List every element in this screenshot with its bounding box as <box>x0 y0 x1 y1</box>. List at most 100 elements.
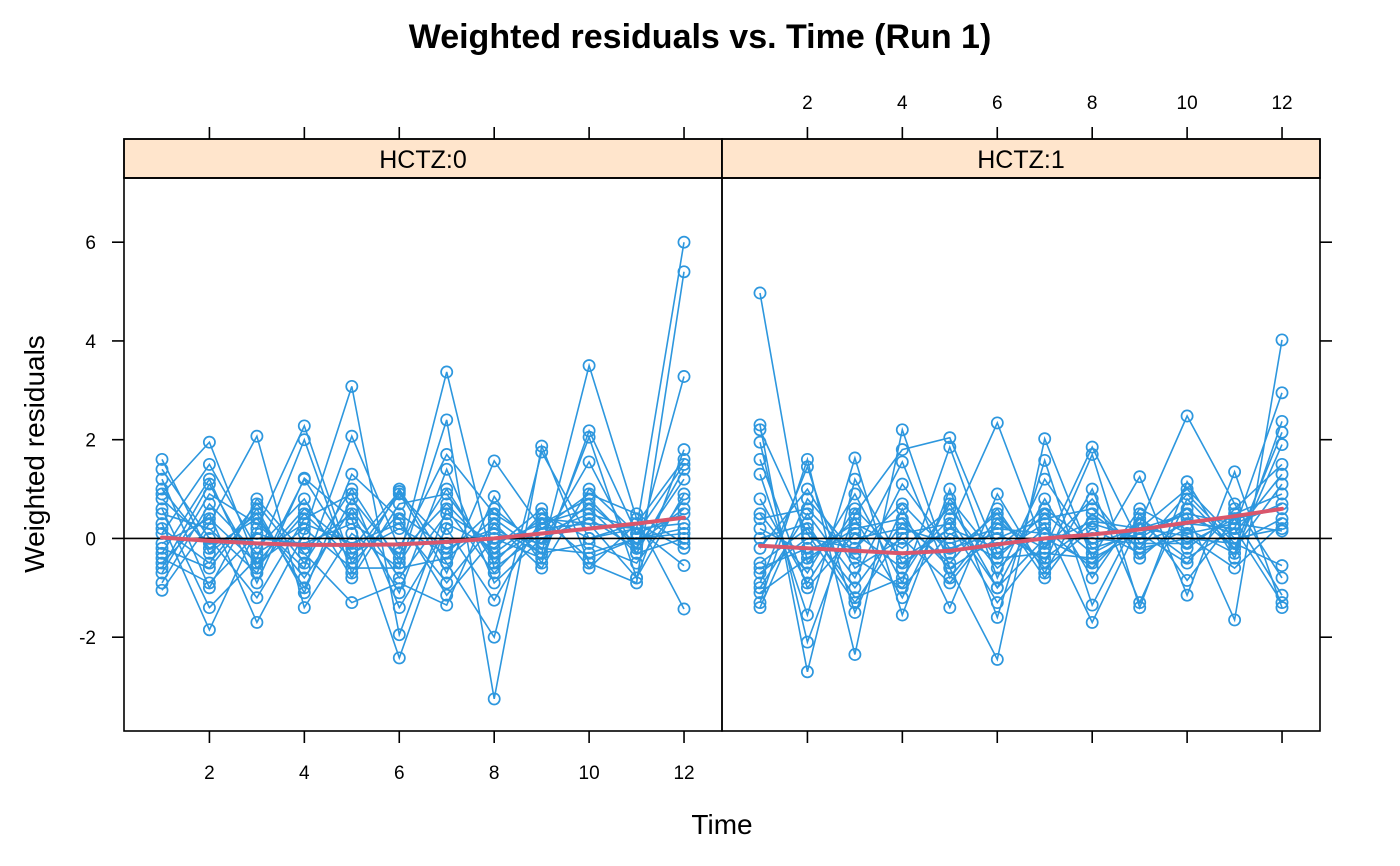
data-point <box>895 556 909 570</box>
data-point <box>677 462 691 476</box>
data-point <box>155 462 169 476</box>
data-point <box>753 556 767 570</box>
data-point <box>250 492 264 506</box>
data-point <box>990 596 1004 610</box>
data-point <box>753 586 767 600</box>
data-point <box>943 517 957 531</box>
data-point <box>440 482 454 496</box>
data-point <box>582 359 596 373</box>
data-point <box>990 512 1004 526</box>
data-point <box>202 522 216 536</box>
data-point <box>943 571 957 585</box>
data-point <box>800 492 814 506</box>
data-point <box>800 635 814 649</box>
data-point <box>345 541 359 555</box>
data-point <box>297 586 311 600</box>
data-point <box>800 502 814 516</box>
data-point <box>487 502 501 516</box>
data-point <box>155 546 169 560</box>
data-point <box>440 448 454 461</box>
data-point <box>487 522 501 536</box>
data-point <box>250 561 264 575</box>
data-point <box>582 502 596 516</box>
data-point <box>800 556 814 570</box>
data-point <box>487 692 501 706</box>
strip-label-2: HCTZ:1 <box>977 146 1065 174</box>
data-point <box>202 561 216 575</box>
data-point <box>250 512 264 526</box>
data-point <box>155 583 169 597</box>
data-point <box>202 435 216 449</box>
data-point <box>1180 487 1194 501</box>
data-point <box>487 507 501 521</box>
data-point <box>1275 524 1289 538</box>
data-point <box>535 517 549 531</box>
data-point <box>990 507 1004 521</box>
data-point <box>392 586 406 600</box>
data-point <box>392 487 406 501</box>
data-point <box>800 460 814 474</box>
data-point <box>1275 438 1289 452</box>
data-point <box>753 435 767 449</box>
data-point <box>1038 566 1052 580</box>
data-point <box>535 507 549 521</box>
data-point <box>800 507 814 521</box>
data-point <box>1275 601 1289 615</box>
data-point <box>202 546 216 560</box>
data-point <box>800 522 814 536</box>
data-point <box>753 566 767 580</box>
data-point <box>677 522 691 536</box>
y-tick-label: 0 <box>85 529 96 550</box>
data-point <box>297 502 311 516</box>
data-point <box>677 541 691 555</box>
data-point <box>1275 333 1289 347</box>
y-tick-label: -2 <box>79 628 96 649</box>
data-point <box>1228 541 1242 555</box>
data-point <box>1180 551 1194 565</box>
data-point <box>440 413 454 427</box>
data-point <box>1180 529 1194 543</box>
data-point <box>990 561 1004 575</box>
data-point <box>250 556 264 570</box>
data-point <box>753 576 767 590</box>
data-point <box>990 546 1004 560</box>
data-point <box>1275 477 1289 491</box>
data-point <box>345 492 359 506</box>
data-point <box>1133 551 1147 565</box>
data-point <box>677 265 691 279</box>
data-point <box>848 541 862 555</box>
data-point <box>990 517 1004 531</box>
data-point <box>392 507 406 521</box>
chart-title: Weighted residuals vs. Time (Run 1) <box>409 18 992 56</box>
data-point <box>895 608 909 622</box>
data-point <box>848 606 862 619</box>
data-point <box>202 487 216 501</box>
data-point <box>1085 448 1099 461</box>
data-point <box>895 497 909 511</box>
y-axis-label: Weighted residuals <box>19 335 50 573</box>
data-point <box>297 571 311 585</box>
data-point <box>535 512 549 526</box>
data-point <box>895 561 909 575</box>
data-point <box>677 457 691 471</box>
data-point <box>990 610 1004 624</box>
data-point <box>630 546 644 560</box>
data-point <box>800 566 814 580</box>
data-point <box>202 497 216 511</box>
data-point <box>895 477 909 491</box>
data-point <box>297 561 311 575</box>
data-point <box>630 541 644 555</box>
data-point <box>250 591 264 605</box>
x-tick-label: 6 <box>394 763 405 784</box>
data-point <box>943 502 957 516</box>
data-point <box>250 429 264 443</box>
data-point <box>1085 541 1099 555</box>
data-point <box>345 596 359 610</box>
data-point <box>1133 546 1147 560</box>
data-point <box>753 601 767 615</box>
data-point <box>392 482 406 496</box>
data-point <box>250 576 264 590</box>
data-point <box>753 423 767 437</box>
data-point <box>250 497 264 511</box>
data-point <box>1180 502 1194 516</box>
